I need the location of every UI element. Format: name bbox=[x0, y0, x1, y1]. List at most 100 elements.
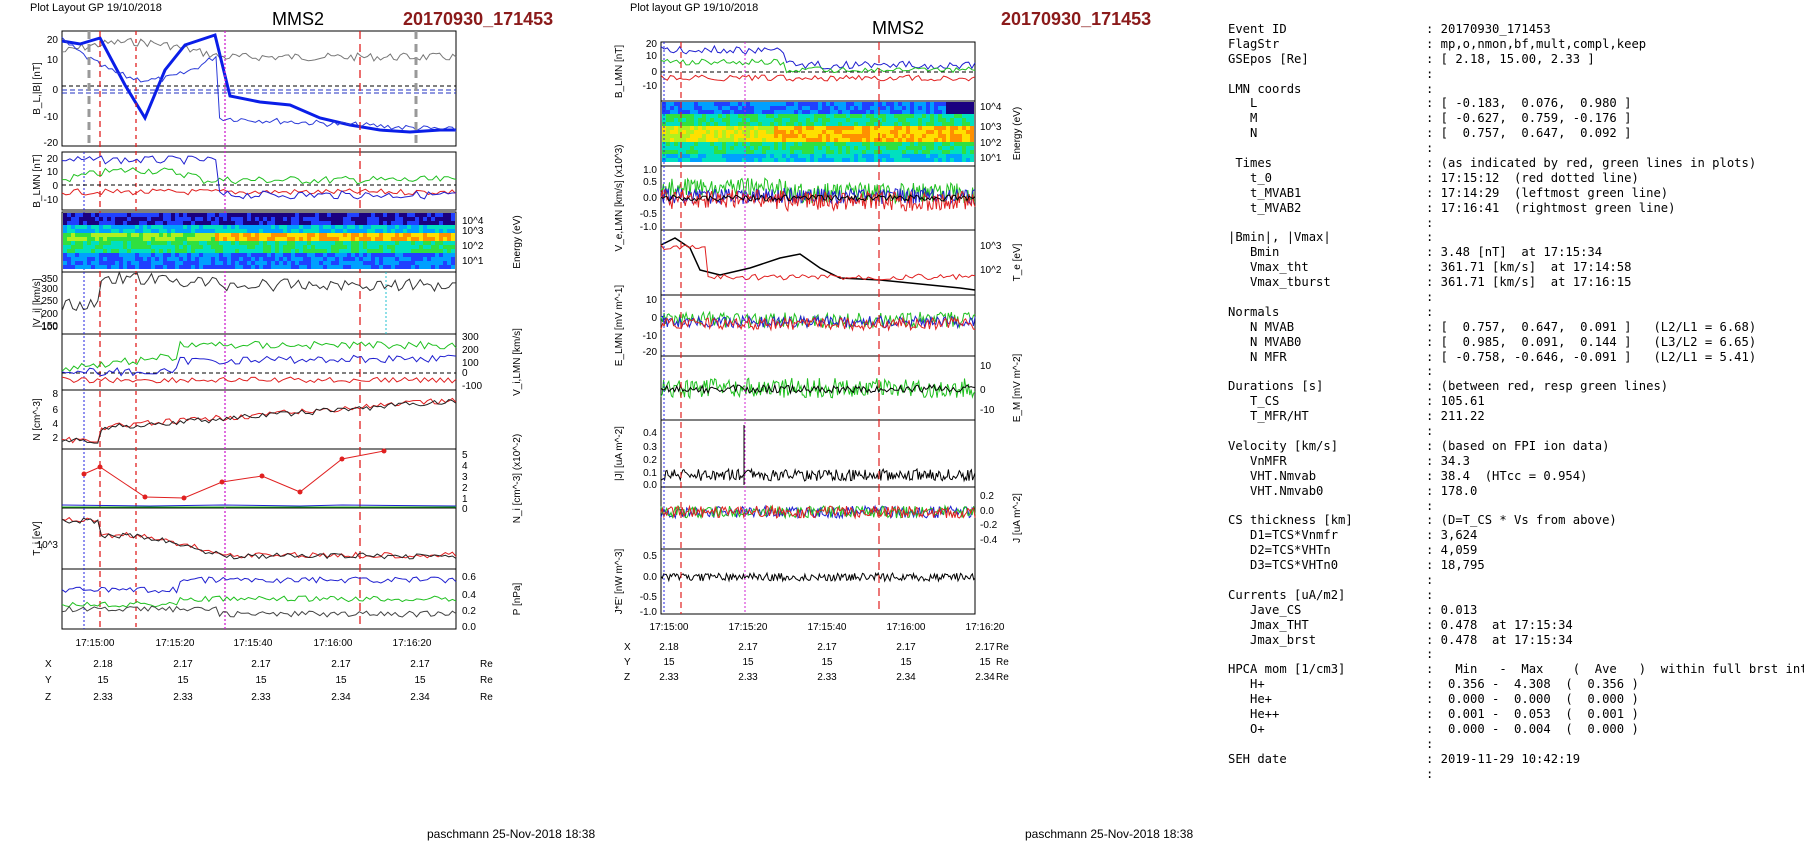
info-key: N bbox=[1228, 126, 1258, 141]
left-spectrogram-pixel bbox=[379, 265, 383, 269]
left-spectrogram-pixel bbox=[199, 237, 203, 241]
middle-spectrogram-pixel bbox=[806, 130, 810, 134]
left-spectrogram-pixel bbox=[95, 253, 99, 257]
left-spectrogram-pixel bbox=[311, 237, 315, 241]
middle-spectrogram-pixel bbox=[898, 114, 902, 118]
left-spectrogram-pixel bbox=[363, 221, 367, 225]
left-spectrogram-pixel bbox=[343, 257, 347, 261]
middle-spectrogram-pixel bbox=[890, 106, 894, 110]
middle-spectrogram-pixel bbox=[666, 130, 670, 134]
left-spectrogram-pixel bbox=[291, 229, 295, 233]
middle-spectrogram-pixel bbox=[922, 138, 926, 142]
left-spectrogram-pixel bbox=[115, 225, 119, 229]
middle-spectrogram-pixel bbox=[850, 134, 854, 138]
left-spectrogram-pixel bbox=[139, 261, 143, 265]
left-spectrogram-pixel bbox=[255, 229, 259, 233]
left-spectrogram-pixel bbox=[211, 221, 215, 225]
hepp-point bbox=[81, 471, 87, 477]
middle-spectrogram-pixel bbox=[882, 150, 886, 154]
left-spectrogram-pixel bbox=[423, 213, 427, 217]
middle-spectrogram-pixel bbox=[794, 114, 798, 118]
left-spectrogram-pixel bbox=[423, 221, 427, 225]
middle-spectrogram-pixel bbox=[926, 138, 930, 142]
middle-spectrogram-pixel bbox=[918, 130, 922, 134]
left-spectrogram-pixel bbox=[103, 253, 107, 257]
info-row: t_0: 17:15:12 (red dotted line) bbox=[1228, 171, 1804, 186]
middle-spectrogram-pixel bbox=[714, 122, 718, 126]
middle-spectrogram-pixel bbox=[730, 158, 734, 162]
left-spectrogram-pixel bbox=[159, 257, 163, 261]
left-spectrogram-pixel bbox=[387, 261, 391, 265]
left-spectrogram-pixel bbox=[135, 257, 139, 261]
left-spectrogram-pixel bbox=[99, 249, 103, 253]
middle-spectrogram-pixel bbox=[850, 110, 854, 114]
middle-spectrogram-pixel bbox=[870, 138, 874, 142]
middle-spectrogram-pixel bbox=[942, 118, 946, 122]
middle-spectrogram-pixel bbox=[698, 158, 702, 162]
hepp-point bbox=[142, 494, 148, 500]
left-spectrogram-pixel bbox=[427, 245, 431, 249]
orbit-row-label: Y bbox=[624, 657, 631, 668]
left-spectrogram-pixel bbox=[319, 245, 323, 249]
middle-spectrogram-pixel bbox=[910, 146, 914, 150]
left-spectrogram-pixel bbox=[119, 261, 123, 265]
left-spectrogram-pixel bbox=[107, 245, 111, 249]
left-spectrogram-pixel bbox=[391, 249, 395, 253]
left-spectrogram-pixel bbox=[231, 249, 235, 253]
middle-spectrogram-pixel bbox=[790, 158, 794, 162]
vn-series-line bbox=[61, 376, 457, 384]
middle-spectrogram-pixel bbox=[702, 154, 706, 158]
middle-spectrogram-pixel bbox=[826, 130, 830, 134]
middle-spectrogram-pixel bbox=[870, 126, 874, 130]
left-spectrogram-pixel bbox=[131, 245, 135, 249]
left-spectrogram-pixel bbox=[227, 225, 231, 229]
middle-spectrogram-pixel bbox=[782, 118, 786, 122]
middle-spectrogram-pixel bbox=[922, 154, 926, 158]
left-spectrogram-pixel bbox=[323, 249, 327, 253]
left-spectrogram-pixel bbox=[63, 237, 67, 241]
middle-spectrogram-pixel bbox=[950, 102, 954, 106]
middle-spectrogram-pixel bbox=[730, 138, 734, 142]
left-spectrogram-pixel bbox=[291, 265, 295, 269]
middle-spectrogram-pixel bbox=[934, 106, 938, 110]
left-spectrogram-pixel bbox=[75, 249, 79, 253]
middle-spectrogram-pixel bbox=[782, 102, 786, 106]
left-spectrogram-pixel bbox=[87, 249, 91, 253]
middle-spectrogram-pixel bbox=[878, 134, 882, 138]
middle-spectrogram-pixel bbox=[930, 134, 934, 138]
middle-spectrogram-pixel bbox=[954, 130, 958, 134]
left-spectrogram-pixel bbox=[119, 221, 123, 225]
middle-spectrogram-pixel bbox=[890, 138, 894, 142]
middle-spectrogram-pixel bbox=[850, 118, 854, 122]
left-spectrogram-pixel bbox=[95, 261, 99, 265]
left-spectrogram-pixel bbox=[411, 217, 415, 221]
left-spectrogram-pixel bbox=[399, 229, 403, 233]
left-spectrogram-pixel bbox=[123, 257, 127, 261]
middle-spectrogram-pixel bbox=[854, 146, 858, 150]
left-spectrogram-pixel bbox=[75, 221, 79, 225]
info-row: Bmin: 3.48 [nT] at 17:15:34 bbox=[1228, 245, 1804, 260]
middle-spectrogram-pixel bbox=[970, 122, 974, 126]
left-spectrogram-pixel bbox=[443, 213, 447, 217]
middle-spectrogram-pixel bbox=[798, 146, 802, 150]
left-spectrogram-pixel bbox=[423, 217, 427, 221]
middle-spectrogram-pixel bbox=[830, 134, 834, 138]
left-spectrogram-pixel bbox=[319, 249, 323, 253]
middle-spectrogram-pixel bbox=[850, 102, 854, 106]
left-spectrogram-pixel bbox=[335, 261, 339, 265]
y-tick-label: -0.2 bbox=[980, 520, 998, 531]
left-spectrogram-pixel bbox=[139, 237, 143, 241]
left-spectrogram-pixel bbox=[231, 217, 235, 221]
middle-spectrogram-pixel bbox=[782, 138, 786, 142]
middle-spectrogram-pixel bbox=[898, 122, 902, 126]
middle-spectrogram-pixel bbox=[702, 114, 706, 118]
left-spectrogram-pixel bbox=[131, 265, 135, 269]
y-tick-label: 10 bbox=[646, 295, 658, 306]
left-spectrogram-pixel bbox=[431, 233, 435, 237]
middle-spectrogram-pixel bbox=[710, 126, 714, 130]
middle-spectrogram-pixel bbox=[722, 158, 726, 162]
middle-spectrogram-pixel bbox=[678, 146, 682, 150]
left-spectrogram-pixel bbox=[143, 253, 147, 257]
y-tick-label: -20 bbox=[44, 138, 59, 149]
middle-spectrogram-pixel bbox=[690, 142, 694, 146]
